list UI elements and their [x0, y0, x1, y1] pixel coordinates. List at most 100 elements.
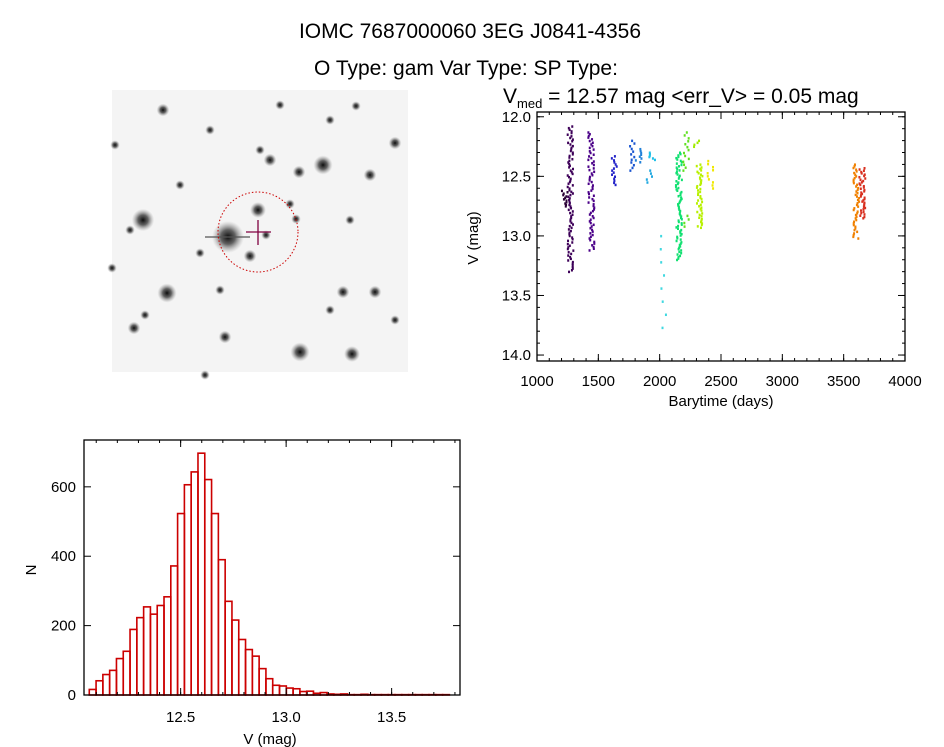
data-point — [615, 165, 618, 168]
data-point — [592, 204, 595, 208]
data-point — [569, 229, 572, 233]
histogram-bar — [265, 677, 274, 696]
histogram-bar — [251, 655, 260, 696]
data-point — [677, 194, 680, 198]
data-point — [856, 188, 859, 192]
data-point — [679, 192, 682, 195]
histogram-bar — [203, 478, 213, 696]
data-point — [675, 171, 678, 175]
data-point — [700, 197, 703, 201]
data-point — [570, 221, 573, 225]
histogram-bar — [149, 613, 159, 696]
data-point — [589, 238, 592, 242]
data-point — [700, 209, 703, 212]
data-point — [862, 169, 865, 173]
data-point — [680, 249, 683, 252]
data-point — [587, 182, 590, 186]
data-point — [567, 208, 570, 212]
data-point — [648, 154, 651, 157]
data-point — [696, 184, 699, 188]
histogram-bar — [142, 606, 152, 696]
data-point — [648, 151, 651, 155]
data-point — [856, 212, 859, 215]
data-point — [638, 155, 641, 158]
data-point — [567, 254, 570, 257]
histogram-bar — [197, 452, 206, 696]
data-point — [698, 176, 701, 179]
data-point — [862, 186, 865, 189]
data-point — [853, 220, 856, 223]
data-point — [695, 202, 698, 205]
data-point — [651, 157, 654, 160]
data-point — [857, 205, 860, 208]
x-tick-label: 4000 — [888, 373, 921, 390]
data-point — [568, 233, 571, 236]
data-point — [570, 135, 573, 138]
data-point — [697, 172, 700, 175]
data-point — [570, 146, 573, 150]
data-point — [859, 195, 862, 198]
data-point — [591, 187, 594, 191]
data-point — [593, 240, 596, 244]
data-point — [680, 161, 683, 164]
data-point — [860, 191, 863, 194]
data-point — [854, 217, 857, 220]
data-point — [696, 170, 699, 174]
data-point — [567, 195, 570, 199]
data-point — [568, 154, 571, 158]
data-point — [680, 196, 683, 199]
data-point — [860, 193, 863, 197]
data-point — [854, 213, 857, 217]
data-point — [678, 169, 681, 172]
data-point — [590, 156, 593, 160]
data-point — [568, 180, 571, 184]
data-point — [695, 164, 698, 168]
data-point — [700, 166, 703, 169]
data-point — [862, 205, 865, 208]
data-point — [680, 223, 683, 226]
data-point — [863, 190, 866, 193]
data-point — [678, 250, 681, 254]
data-point — [571, 262, 574, 265]
data-point — [633, 142, 636, 145]
data-point — [571, 139, 574, 143]
data-point — [863, 188, 866, 192]
data-point — [659, 248, 662, 251]
data-point — [678, 243, 681, 247]
data-point — [569, 257, 572, 261]
data-point — [648, 152, 651, 156]
data-point — [675, 156, 678, 160]
data-point — [863, 215, 866, 219]
star — [313, 155, 333, 175]
data-point — [678, 211, 681, 214]
light-curve-points — [560, 125, 867, 330]
data-point — [567, 161, 570, 164]
data-point — [853, 165, 856, 168]
data-point — [852, 178, 855, 182]
data-point — [589, 235, 592, 239]
data-point — [649, 169, 652, 172]
data-point — [569, 143, 572, 146]
data-point — [611, 173, 614, 176]
data-point — [570, 226, 573, 230]
data-point — [680, 178, 683, 182]
data-point — [862, 199, 865, 202]
data-point — [645, 178, 648, 181]
histogram-bar — [244, 648, 254, 696]
data-point — [680, 163, 683, 167]
data-point — [661, 300, 664, 303]
data-point — [567, 251, 570, 254]
x-tick-label: 13.0 — [272, 709, 301, 726]
data-point — [686, 214, 689, 218]
data-point — [660, 287, 663, 290]
data-point — [852, 223, 855, 227]
data-point — [571, 241, 574, 244]
data-point — [589, 211, 592, 215]
data-point — [863, 166, 866, 170]
data-point — [676, 158, 679, 161]
data-point — [568, 224, 571, 228]
data-point — [706, 175, 709, 178]
data-point — [680, 197, 683, 201]
histogram-bar — [190, 471, 199, 696]
data-point — [680, 251, 683, 255]
